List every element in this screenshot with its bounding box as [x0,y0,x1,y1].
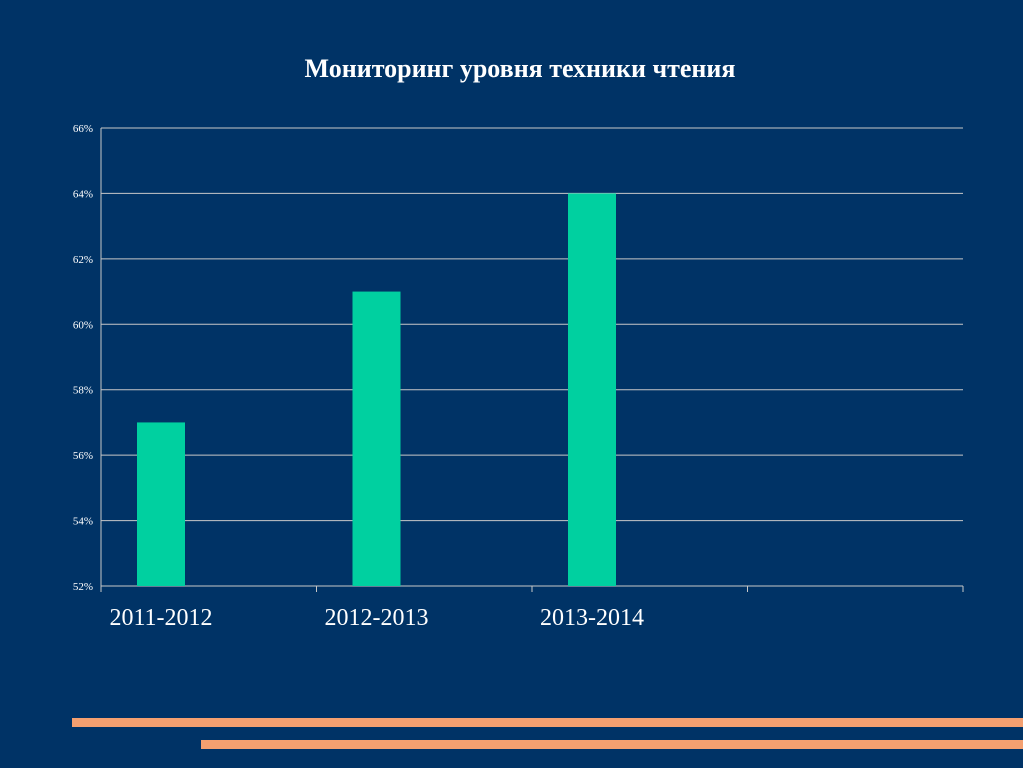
y-tick-label: 56% [73,450,93,462]
bars [137,193,616,586]
y-tick-label: 64% [73,188,93,200]
bar [137,422,185,586]
y-axis-ticks: 52% 54% 56% 58% 60% 62% 64% 66% [73,123,93,593]
decorative-stripe-lower [201,740,1023,749]
decorative-stripe-upper [72,718,1023,727]
x-tick-label: 2011-2012 [109,605,212,631]
y-tick-label: 62% [73,254,93,266]
x-axis-ticks: 2011-2012 2012-2013 2013-2014 [109,605,644,631]
bar [352,291,401,586]
x-tick-label: 2013-2014 [540,605,644,631]
y-tick-label: 66% [73,123,93,135]
bar [568,193,616,586]
y-tick-label: 54% [73,516,93,528]
y-tick-label: 58% [73,385,93,397]
y-tick-label: 52% [73,581,93,593]
x-tick-label: 2012-2013 [325,605,429,631]
y-tick-label: 60% [73,319,93,331]
grid-lines [100,127,964,592]
chart-title: Мониторинг уровня техники чтения [304,54,736,83]
